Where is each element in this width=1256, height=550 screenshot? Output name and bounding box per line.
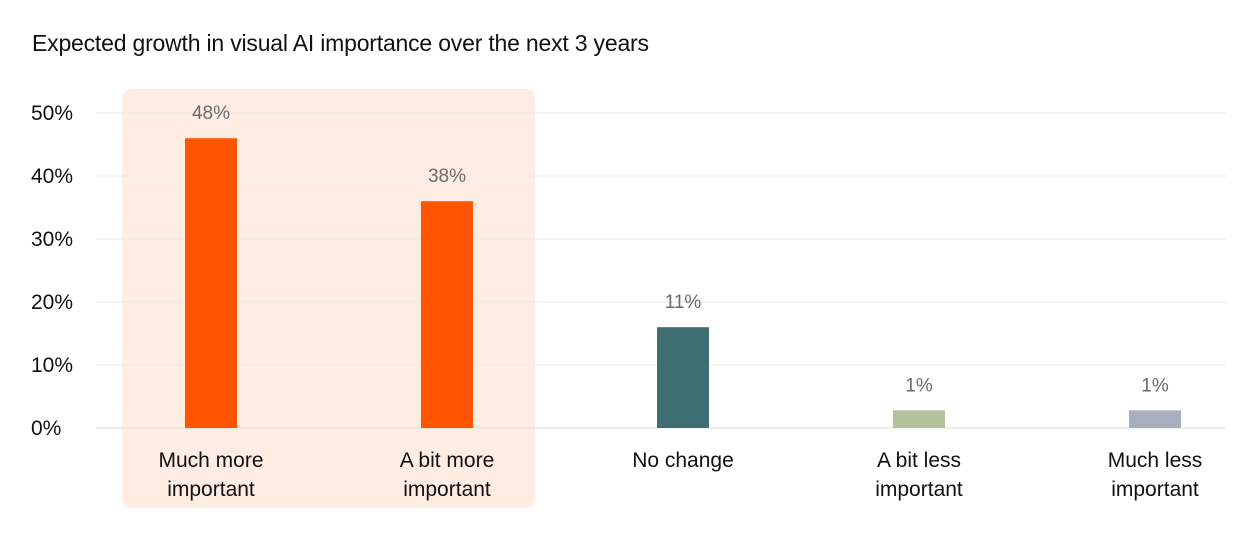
category-label: Much less important bbox=[1108, 449, 1203, 501]
y-tick-label: 50% bbox=[31, 102, 73, 125]
category-label: A bit less important bbox=[875, 449, 963, 501]
data-label: 1% bbox=[1141, 375, 1169, 396]
category-label: No change bbox=[632, 449, 734, 472]
category-label: Much more important bbox=[158, 449, 263, 501]
y-tick-label: 30% bbox=[31, 228, 73, 251]
bar bbox=[1129, 410, 1181, 428]
bar bbox=[893, 410, 945, 428]
y-tick-label: 20% bbox=[31, 291, 73, 314]
y-tick-label: 40% bbox=[31, 165, 73, 188]
y-tick-label: 10% bbox=[31, 354, 73, 377]
y-tick-label: 0% bbox=[31, 417, 61, 440]
data-label: 11% bbox=[665, 292, 702, 313]
bar bbox=[185, 138, 237, 428]
bar bbox=[421, 201, 473, 428]
data-label: 48% bbox=[192, 103, 230, 124]
chart-title: Expected growth in visual AI importance … bbox=[32, 30, 649, 56]
bar bbox=[657, 327, 709, 428]
highlight-panel bbox=[122, 89, 535, 508]
data-label: 1% bbox=[905, 375, 933, 396]
category-label: A bit more important bbox=[400, 449, 495, 501]
data-label: 38% bbox=[428, 166, 466, 187]
